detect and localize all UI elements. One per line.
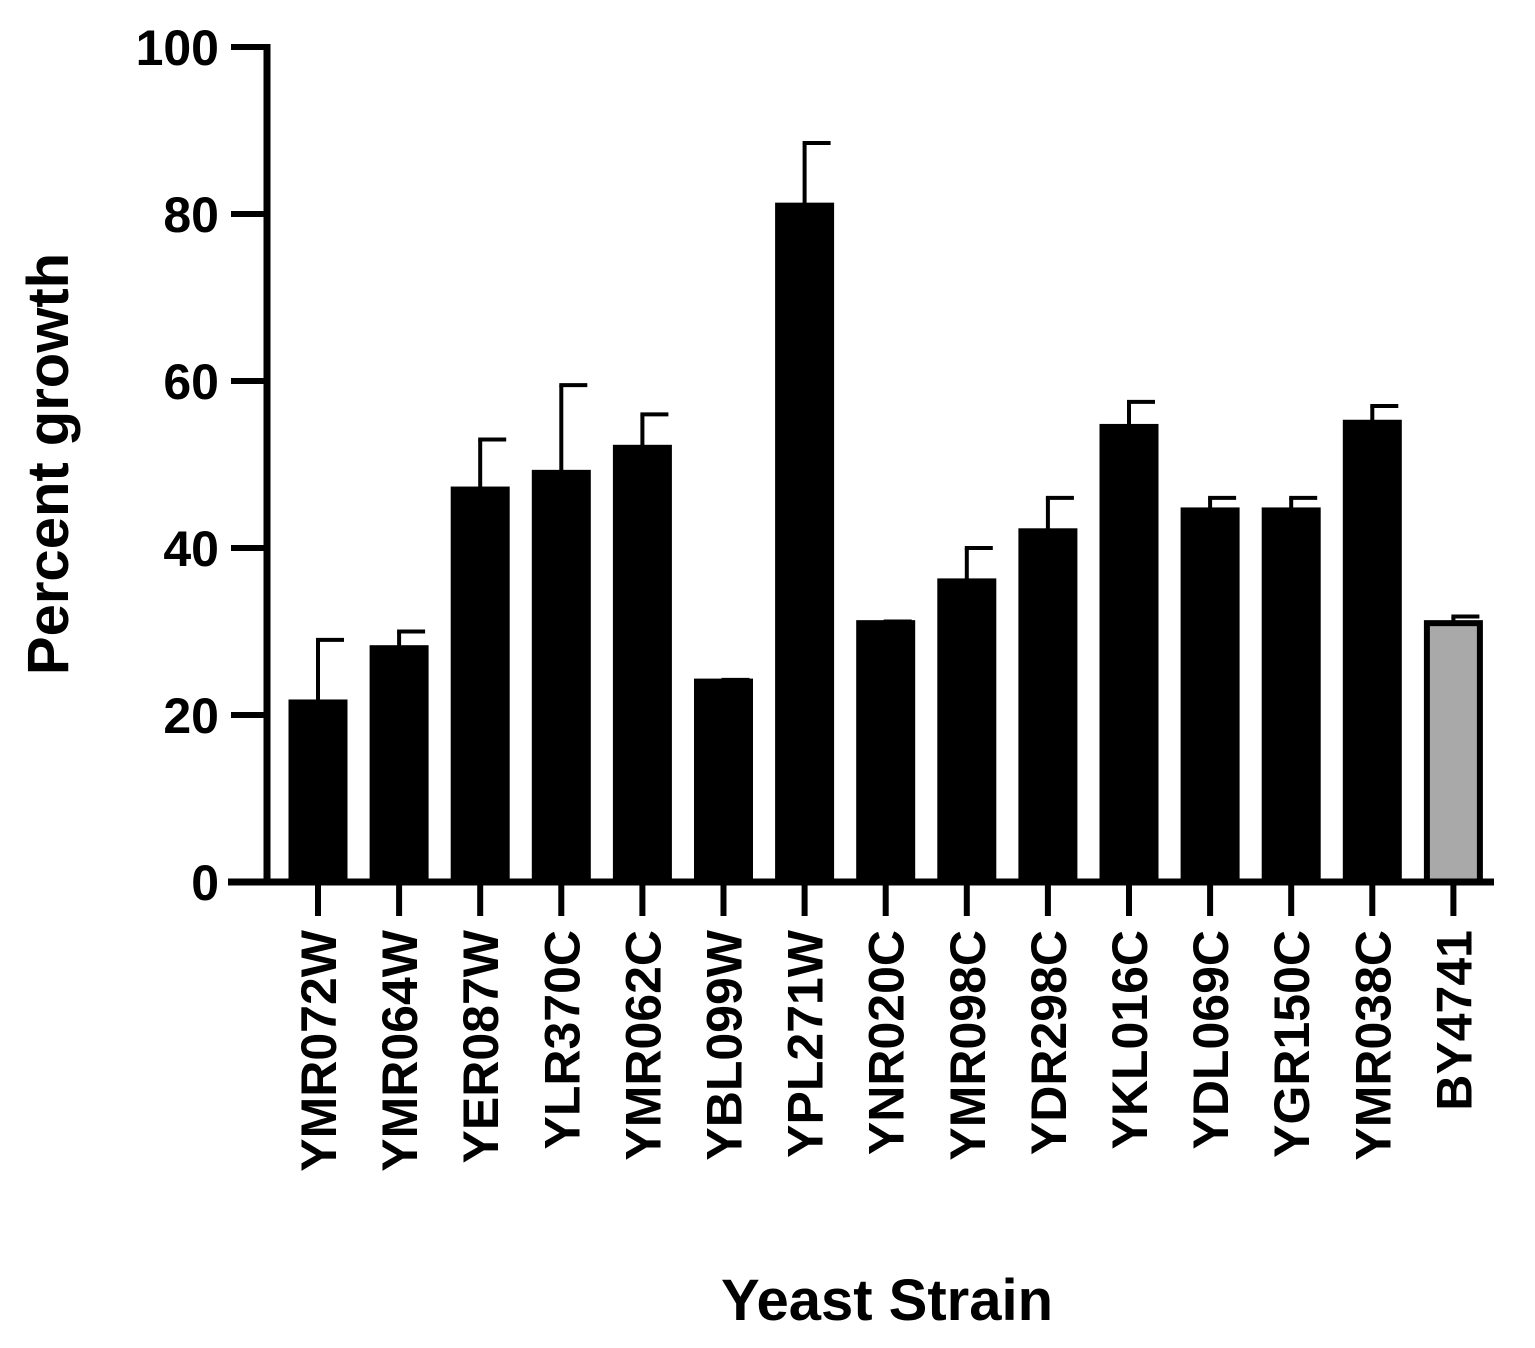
x-tick-label: YKL016C: [1102, 930, 1158, 1150]
x-tick-label: YMR064W: [372, 929, 428, 1172]
x-tick-label: BY4741: [1426, 930, 1482, 1111]
bar-ykl016c: [1099, 423, 1159, 885]
x-tick-label: YMR098C: [940, 930, 996, 1161]
y-tick-label: 100: [136, 20, 219, 76]
y-tick-label: 60: [163, 354, 219, 410]
x-tick-label: YER087W: [453, 929, 509, 1163]
x-tick-label: YLR370C: [534, 930, 590, 1150]
bar-ymr038c: [1342, 419, 1402, 885]
x-axis-title: Yeast Strain: [721, 1268, 1053, 1333]
error-bars-layer: [316, 141, 1480, 703]
y-tick-label: 80: [163, 187, 219, 243]
y-tick-label: 0: [191, 855, 219, 911]
x-tick-label: YGR150C: [1264, 930, 1320, 1158]
bar-ynr020c: [856, 620, 916, 886]
x-tick-label: YMR062C: [615, 930, 671, 1161]
bar-ydr298c: [1018, 528, 1078, 885]
bar-ylr370c: [531, 469, 591, 885]
x-tick-label: YPL271W: [778, 929, 834, 1158]
x-tick-label: YDR298C: [1021, 930, 1077, 1155]
bar-by4741: [1423, 620, 1483, 886]
y-tick-label: 20: [163, 688, 219, 744]
x-tick-label: YMR038C: [1345, 930, 1401, 1161]
bar-ygr150c: [1261, 507, 1321, 885]
x-tick-label: YNR020C: [859, 930, 915, 1155]
y-tick-label: 40: [163, 521, 219, 577]
bar-ymr062c: [612, 444, 672, 885]
bar-ymr098c: [937, 578, 997, 886]
bar-ymr072w: [288, 699, 348, 885]
x-tick-label: YBL099W: [697, 929, 753, 1160]
bar-ymr064w: [369, 645, 429, 886]
bar-ybl099w: [694, 678, 753, 885]
y-ticks-layer: 0 20 40 60 80 100: [136, 20, 267, 911]
x-ticks-layer: YMR072W YMR064W YER087W YLR370C YMR062C YBL09…: [291, 882, 1482, 1172]
bar-yer087w: [450, 486, 510, 885]
bars-layer: [288, 202, 1483, 886]
y-axis-title: Percent growth: [16, 253, 81, 675]
x-tick-label: YMR072W: [291, 929, 347, 1172]
x-tick-label: YDL069C: [1183, 930, 1239, 1150]
bar-ypl271w: [775, 202, 835, 885]
axes-layer: [228, 44, 1494, 886]
bar-ydl069c: [1180, 507, 1240, 885]
